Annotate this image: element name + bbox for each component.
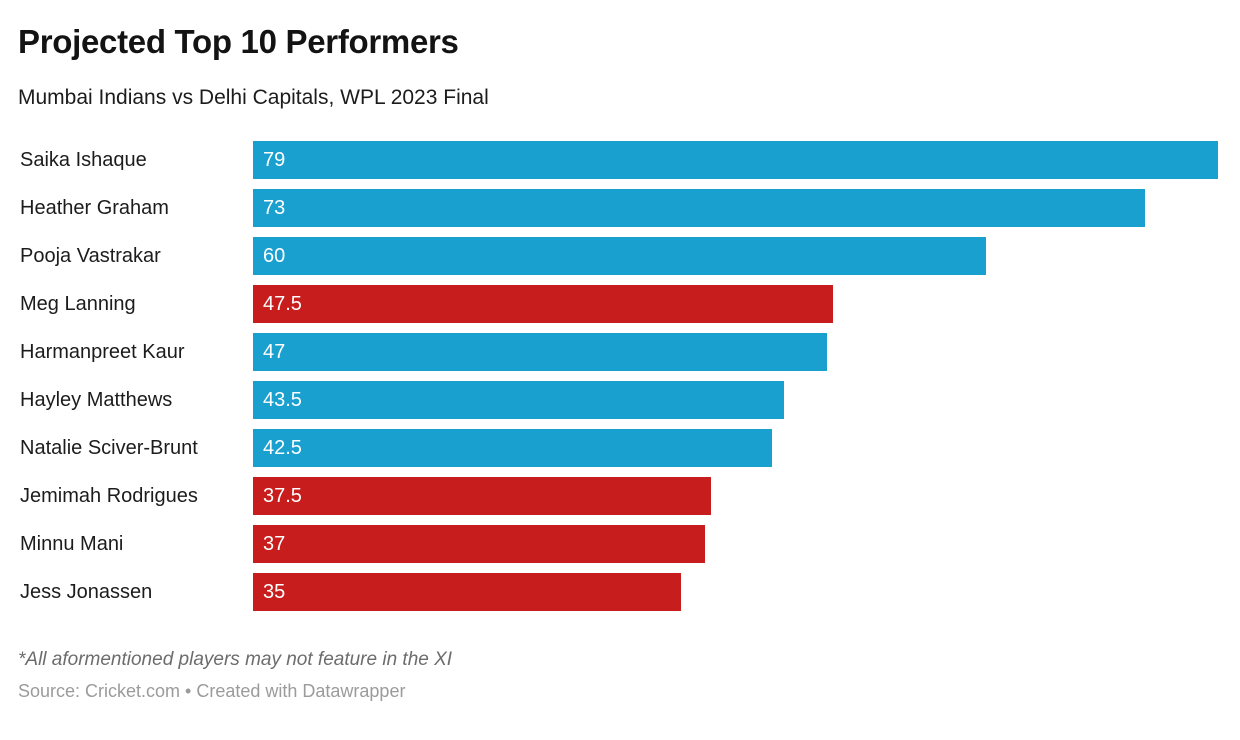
player-name-label: Minnu Mani	[20, 532, 124, 555]
bar-value-label: 60	[263, 244, 286, 267]
source-attribution: Source: Cricket.com • Created with Dataw…	[18, 681, 406, 702]
value-bar: 73	[253, 189, 1145, 228]
page-title: Projected Top 10 Performers	[18, 23, 459, 60]
bar-track: 37.5	[253, 477, 1218, 516]
player-name-label: Jess Jonassen	[20, 580, 153, 603]
bar-track: 47.5	[253, 285, 1218, 324]
table-row: Minnu Mani 37	[18, 520, 1218, 568]
chart-footnote: *All aformentioned players may not featu…	[18, 649, 453, 671]
player-name-label: Jemimah Rodrigues	[20, 484, 198, 507]
value-bar: 79	[253, 141, 1218, 180]
player-name-label: Heather Graham	[20, 196, 169, 219]
bar-value-label: 42.5	[263, 436, 302, 459]
bar-track: 60	[253, 237, 1218, 276]
value-bar: 47	[253, 333, 828, 372]
table-row: Jess Jonassen 35	[18, 568, 1218, 616]
bar-track: 43.5	[253, 381, 1218, 420]
bar-track: 37	[253, 525, 1218, 564]
player-name-label: Harmanpreet Kaur	[20, 340, 185, 363]
table-row: Heather Graham 73	[18, 184, 1218, 232]
bar-value-label: 73	[263, 196, 286, 219]
value-bar: 42.5	[253, 429, 773, 468]
table-row: Saika Ishaque 79	[18, 136, 1218, 184]
player-name-label: Saika Ishaque	[20, 148, 147, 171]
value-bar: 35	[253, 573, 681, 612]
table-row: Pooja Vastrakar 60	[18, 232, 1218, 280]
bar-value-label: 79	[263, 148, 286, 171]
value-bar: 60	[253, 237, 986, 276]
bar-track: 42.5	[253, 429, 1218, 468]
bar-chart: Saika Ishaque 79 Heather Graham 73 Pooja…	[18, 136, 1218, 616]
bar-track: 47	[253, 333, 1218, 372]
value-bar: 37.5	[253, 477, 712, 516]
bar-value-label: 47	[263, 340, 286, 363]
bar-value-label: 47.5	[263, 292, 302, 315]
bar-value-label: 37	[263, 532, 286, 555]
bar-track: 35	[253, 573, 1218, 612]
player-name-label: Natalie Sciver-Brunt	[20, 436, 198, 459]
table-row: Meg Lanning 47.5	[18, 280, 1218, 328]
chart-subtitle: Mumbai Indians vs Delhi Capitals, WPL 20…	[18, 86, 489, 110]
bar-value-label: 37.5	[263, 484, 302, 507]
table-row: Harmanpreet Kaur 47	[18, 328, 1218, 376]
value-bar: 37	[253, 525, 705, 564]
bar-value-label: 35	[263, 580, 286, 603]
bar-track: 79	[253, 141, 1218, 180]
table-row: Natalie Sciver-Brunt 42.5	[18, 424, 1218, 472]
table-row: Hayley Matthews 43.5	[18, 376, 1218, 424]
value-bar: 47.5	[253, 285, 834, 324]
bar-value-label: 43.5	[263, 388, 302, 411]
bar-track: 73	[253, 189, 1218, 228]
player-name-label: Pooja Vastrakar	[20, 244, 161, 267]
table-row: Jemimah Rodrigues 37.5	[18, 472, 1218, 520]
player-name-label: Hayley Matthews	[20, 388, 173, 411]
player-name-label: Meg Lanning	[20, 292, 136, 315]
value-bar: 43.5	[253, 381, 785, 420]
